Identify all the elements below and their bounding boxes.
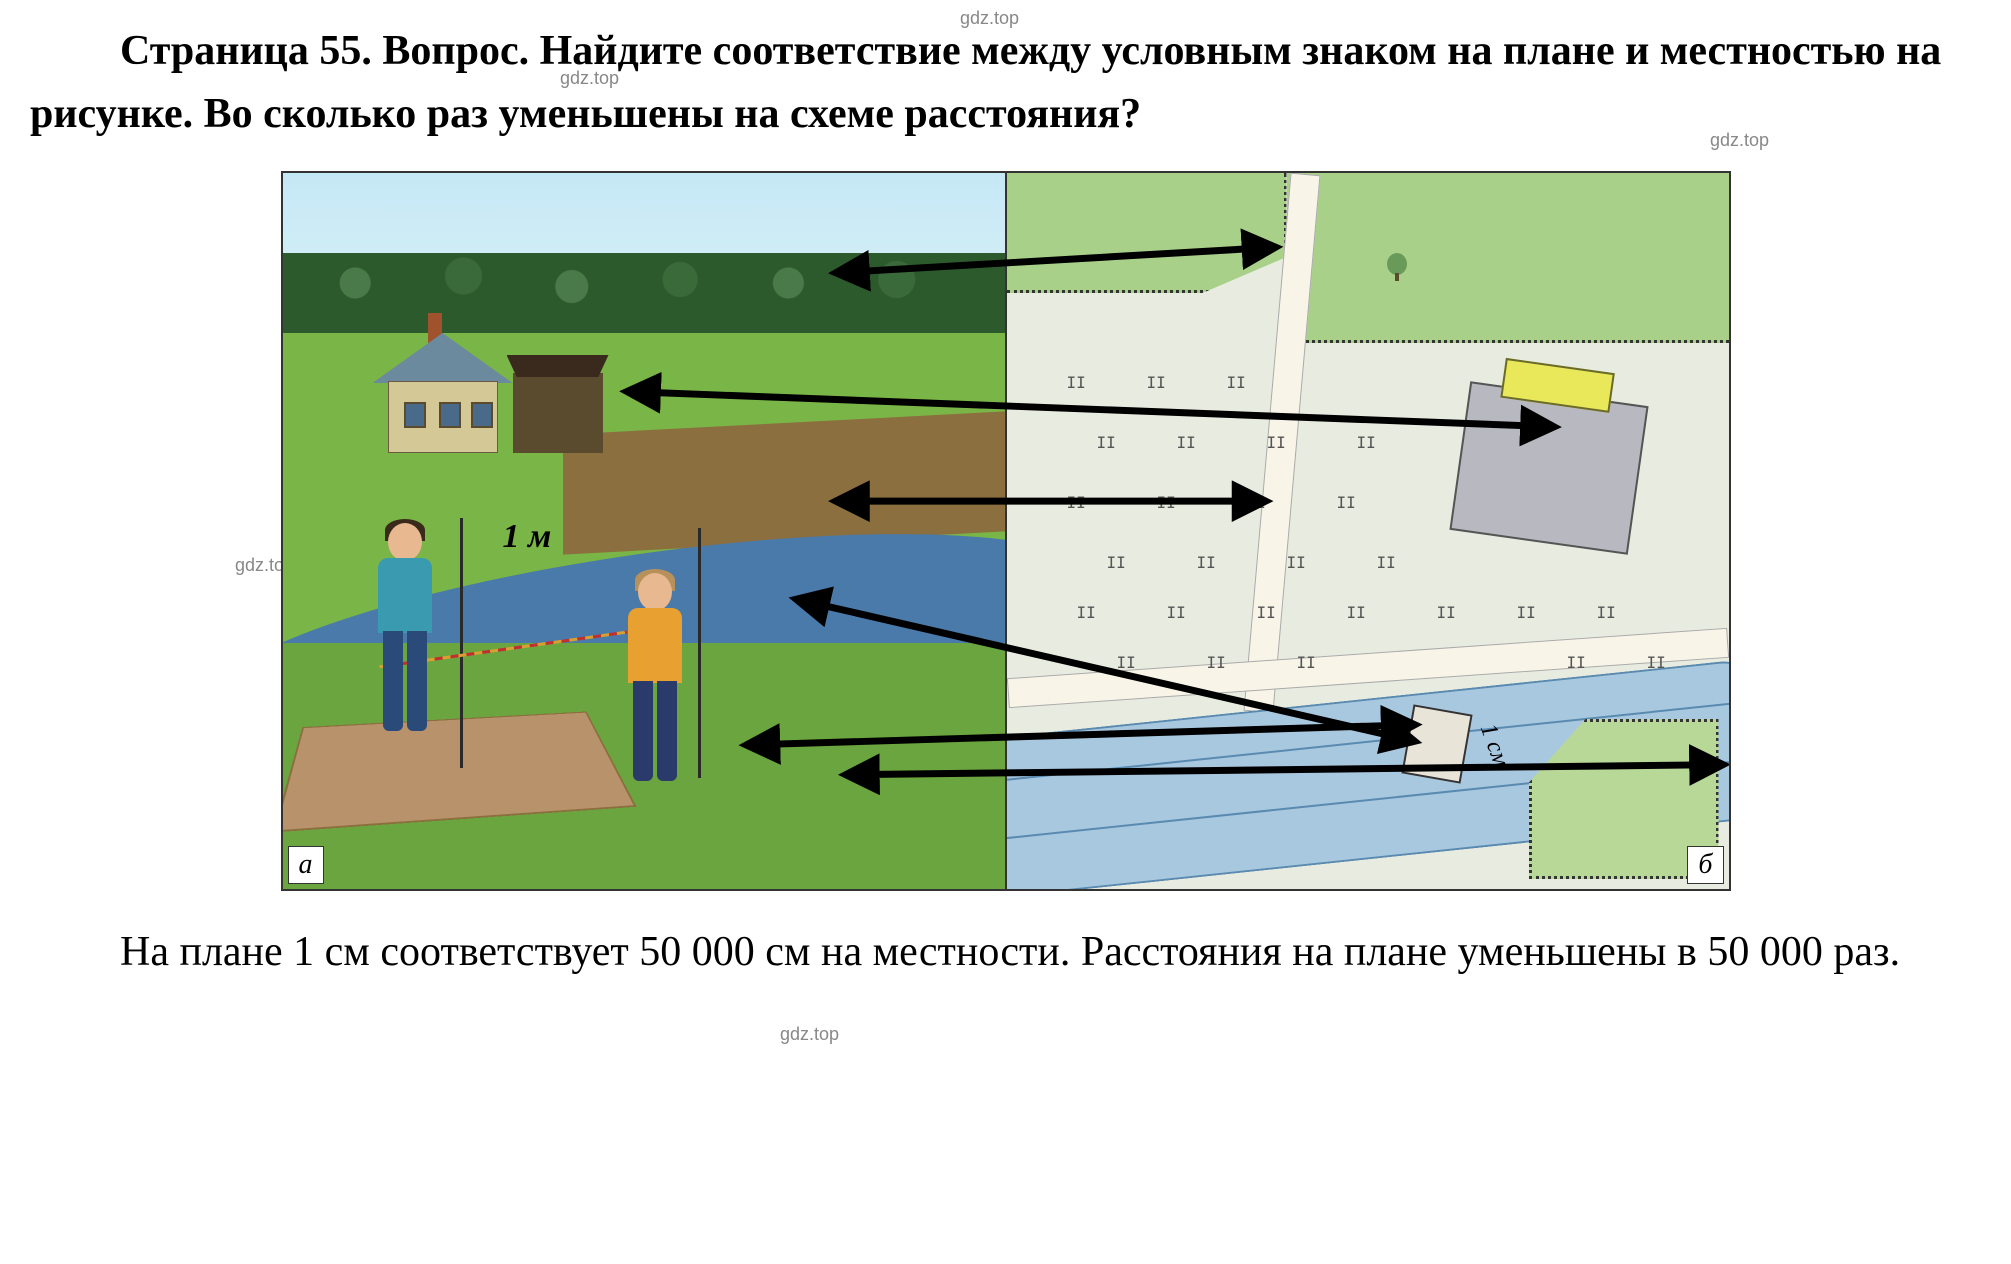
leg bbox=[657, 681, 677, 781]
meadow-mark: II bbox=[1157, 493, 1176, 512]
meadow-mark: II bbox=[1287, 553, 1306, 572]
legs bbox=[381, 631, 429, 731]
meadow-mark: II bbox=[1337, 493, 1356, 512]
meadow-mark: II bbox=[1097, 433, 1116, 452]
meadow-mark: II bbox=[1567, 653, 1586, 672]
meadow-mark: II bbox=[1067, 373, 1086, 392]
body bbox=[628, 608, 682, 683]
map-bridge bbox=[1401, 704, 1472, 783]
person-1 bbox=[363, 523, 443, 743]
window bbox=[404, 402, 426, 428]
map-building bbox=[1449, 381, 1648, 555]
house-roof bbox=[373, 333, 513, 383]
house-wall bbox=[388, 381, 498, 453]
answer-text: На плане 1 см соответствует 50 000 см на… bbox=[30, 921, 1981, 984]
meadow-mark: II bbox=[1347, 603, 1366, 622]
meadow-mark: II bbox=[1247, 493, 1266, 512]
meadow-mark: II bbox=[1067, 493, 1086, 512]
panel-label-a: а bbox=[288, 846, 324, 884]
meadow-mark: II bbox=[1177, 433, 1196, 452]
panel-label-b: б bbox=[1687, 846, 1723, 884]
figure-container: 1 м а bbox=[281, 171, 1731, 891]
leg bbox=[383, 631, 403, 731]
meadow-mark: II bbox=[1077, 603, 1096, 622]
meadow-mark: II bbox=[1517, 603, 1536, 622]
meadow-mark: II bbox=[1647, 653, 1666, 672]
forest-texture bbox=[283, 248, 1005, 318]
survey-pole bbox=[698, 528, 701, 778]
dimension-1m: 1 м bbox=[503, 518, 552, 556]
window bbox=[439, 402, 461, 428]
meadow-mark: II bbox=[1107, 553, 1126, 572]
meadow-mark: II bbox=[1357, 433, 1376, 452]
meadow-mark: II bbox=[1227, 373, 1246, 392]
map-forest-left bbox=[1007, 173, 1287, 293]
meadow-mark: II bbox=[1257, 603, 1276, 622]
meadow-mark: II bbox=[1437, 603, 1456, 622]
window bbox=[471, 402, 493, 428]
leg bbox=[633, 681, 653, 781]
barn bbox=[513, 373, 603, 453]
meadow-mark: II bbox=[1297, 653, 1316, 672]
person-2 bbox=[613, 573, 693, 793]
head bbox=[638, 573, 672, 611]
meadow-mark: II bbox=[1167, 603, 1186, 622]
question-heading: Страница 55. Вопрос. Найдите соответстви… bbox=[30, 20, 1981, 146]
meadow-mark: II bbox=[1597, 603, 1616, 622]
meadow-mark: II bbox=[1197, 553, 1216, 572]
meadow-mark: II bbox=[1377, 553, 1396, 572]
panel-a-illustration: 1 м а bbox=[283, 173, 1007, 889]
body bbox=[378, 558, 432, 633]
panel-b-plan: 1 см II II II II II II II II II II II II… bbox=[1007, 173, 1729, 889]
plowed-field bbox=[563, 411, 1005, 554]
meadow-mark: II bbox=[1267, 433, 1286, 452]
legs bbox=[631, 681, 679, 781]
head bbox=[388, 523, 422, 561]
leg bbox=[407, 631, 427, 731]
meadow-mark: II bbox=[1207, 653, 1226, 672]
watermark: gdz.top bbox=[780, 1024, 839, 1045]
map-forest bbox=[1287, 173, 1729, 343]
survey-pole bbox=[460, 518, 463, 768]
tree-icon bbox=[1387, 253, 1407, 281]
meadow-mark: II bbox=[1147, 373, 1166, 392]
barn-roof bbox=[507, 355, 609, 377]
meadow-mark: II bbox=[1117, 653, 1136, 672]
